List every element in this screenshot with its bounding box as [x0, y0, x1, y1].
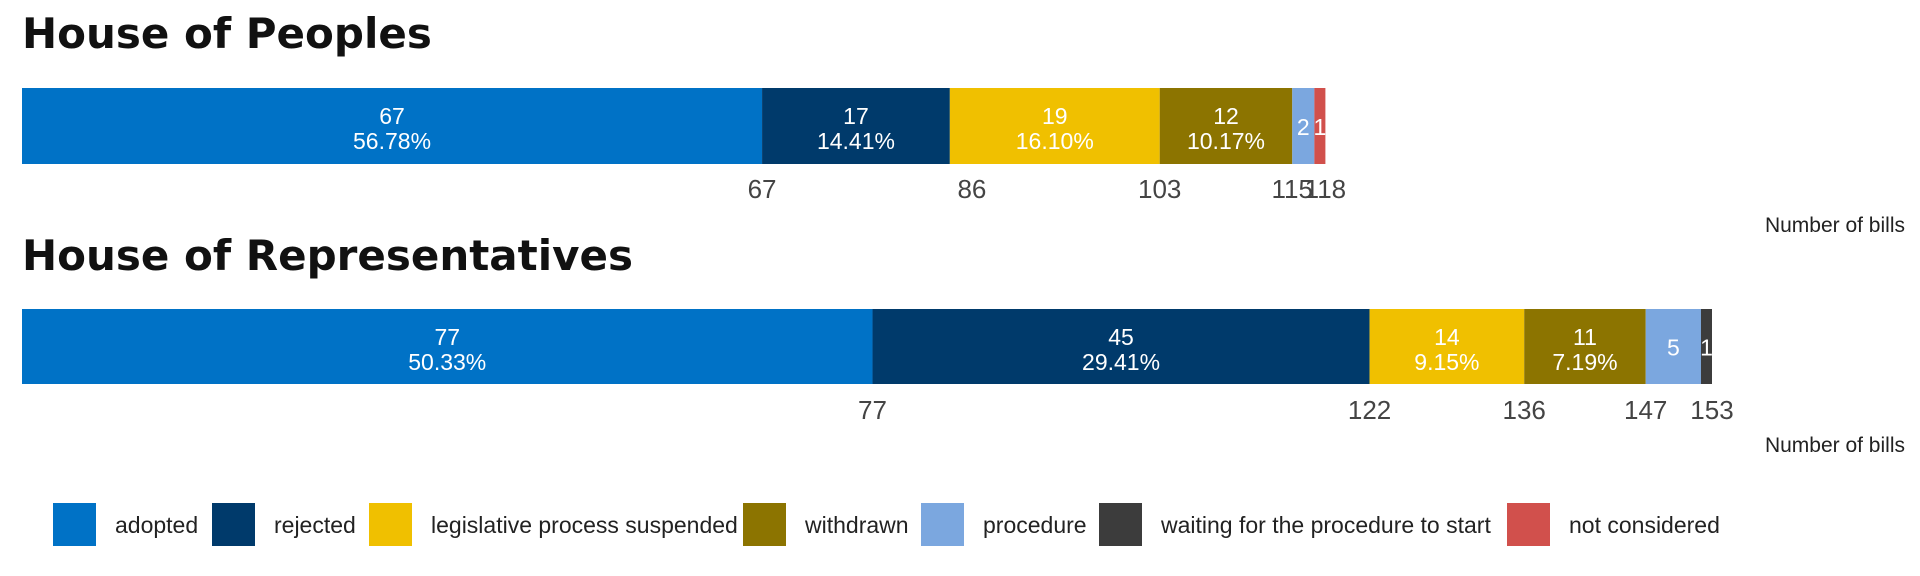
legend-item-rejected: rejected: [212, 503, 356, 546]
chart-title: House of Representatives: [22, 231, 633, 280]
value-label: 5: [1667, 335, 1680, 361]
cumulative-tick-label: 67: [748, 174, 777, 204]
legend-label: not considered: [1569, 512, 1720, 538]
bar-segment-withdrawn: [1524, 309, 1646, 384]
bar-segment-procedure: [1292, 88, 1315, 164]
percent-label: 7.19%: [1552, 349, 1617, 375]
value-label: 19: [1042, 103, 1068, 129]
legend-swatch: [743, 503, 786, 546]
cumulative-tick-label: 77: [858, 395, 887, 425]
cumulative-tick-label: 115: [1272, 174, 1313, 204]
value-label: 77: [434, 324, 460, 350]
x-axis-label: Number of bills: [1765, 434, 1905, 457]
value-label: 17: [843, 103, 869, 129]
cumulative-tick-label: 147: [1624, 395, 1667, 425]
cumulative-tick-label: 86: [957, 174, 986, 204]
bar-segment-procedure: [1645, 309, 1701, 384]
legend-swatch: [212, 503, 255, 546]
legend-swatch: [1099, 503, 1142, 546]
legend-label: withdrawn: [804, 512, 909, 538]
legend-item-not-considered: not considered: [1507, 503, 1720, 546]
percent-label: 50.33%: [408, 349, 486, 375]
percent-label: 14.41%: [817, 128, 895, 154]
bar-segment-rejected: [762, 88, 950, 164]
bar-segment-withdrawn: [1159, 88, 1293, 164]
percent-label: 29.41%: [1082, 349, 1160, 375]
x-axis-label: Number of bills: [1765, 214, 1905, 237]
charts-layer: House of Peoples6756.78%1714.41%1916.10%…: [22, 9, 1905, 457]
legend-label: waiting for the procedure to start: [1160, 512, 1491, 538]
value-label: 45: [1108, 324, 1134, 350]
cumulative-tick-label: 153: [1690, 395, 1733, 425]
legend-item-adopted: adopted: [53, 503, 198, 546]
value-label: 14: [1434, 324, 1460, 350]
percent-label: 56.78%: [353, 128, 431, 154]
legend: adopted rejected legislative process suspe…: [53, 503, 1720, 546]
cumulative-tick-label: 118: [1305, 174, 1346, 204]
value-label: 1: [1700, 335, 1713, 361]
value-label: 1: [1313, 114, 1326, 140]
chart-house-of-representatives: House of Representatives7750.33%4529.41%…: [22, 231, 1905, 457]
percent-label: 9.15%: [1414, 349, 1479, 375]
value-label: 67: [379, 103, 405, 129]
value-label: 11: [1573, 324, 1597, 350]
value-label: 2: [1297, 114, 1310, 140]
legend-item-procedure: procedure: [921, 503, 1087, 546]
legend-swatch: [369, 503, 412, 546]
cumulative-tick-label: 103: [1138, 174, 1181, 204]
percent-label: 10.17%: [1187, 128, 1265, 154]
value-label: 12: [1213, 103, 1239, 129]
legend-swatch: [53, 503, 96, 546]
chart-title: House of Peoples: [22, 9, 432, 58]
chart-house-of-peoples: House of Peoples6756.78%1714.41%1916.10%…: [22, 9, 1905, 237]
legend-label: adopted: [115, 512, 198, 538]
bar-segment-adopted: [22, 309, 873, 384]
bar-segment-not-considered: [1314, 88, 1326, 164]
legend-item-withdrawn: withdrawn: [743, 503, 909, 546]
bar-segment-legislative-process-suspended: [949, 88, 1160, 164]
bar-segment-waiting-for-the-procedure-to-start: [1700, 309, 1712, 384]
legend-label: legislative process suspended: [431, 512, 738, 538]
legend-swatch: [921, 503, 964, 546]
legend-label: procedure: [983, 512, 1087, 538]
legend-label: rejected: [274, 512, 356, 538]
cumulative-tick-label: 136: [1503, 395, 1546, 425]
bar-segment-rejected: [872, 309, 1370, 384]
legend-item-waiting-for-the-procedure-to-start: waiting for the procedure to start: [1099, 503, 1491, 546]
bar-segment-legislative-process-suspended: [1369, 309, 1525, 384]
cumulative-tick-label: 122: [1348, 395, 1391, 425]
bar-segment-adopted: [22, 88, 763, 164]
legend-swatch: [1507, 503, 1550, 546]
legend-item-legislative-process-suspended: legislative process suspended: [369, 503, 738, 546]
percent-label: 16.10%: [1016, 128, 1094, 154]
